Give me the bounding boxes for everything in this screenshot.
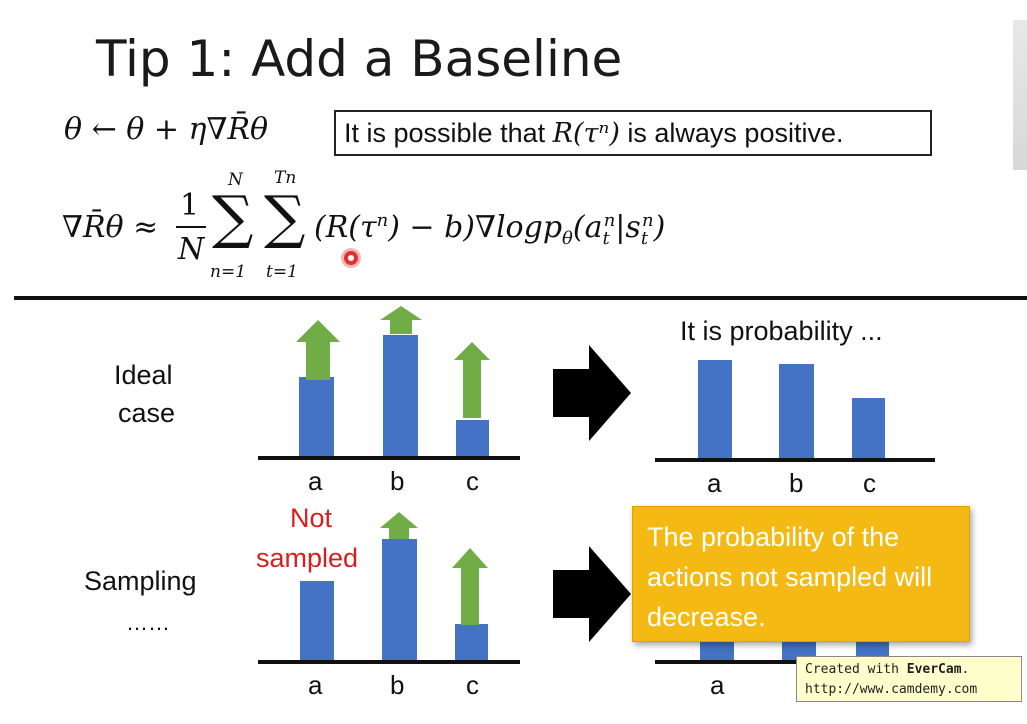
note-suffix: is always positive.	[619, 118, 844, 148]
up-arrow-icon	[380, 512, 418, 539]
note-box: It is possible that R(τⁿ) is always posi…	[334, 110, 932, 156]
not-sampled-line1: Not	[290, 503, 333, 533]
sampling-result-tick-a: a	[710, 670, 725, 700]
ideal-axis	[258, 456, 520, 460]
ideal-bar-a	[299, 377, 334, 457]
ideal-bar-c	[456, 420, 489, 457]
frac-denominator: N	[178, 232, 205, 267]
sampling-tick-b: b	[390, 670, 405, 700]
ideal-label-line2: case	[118, 398, 176, 428]
ideal-tick-b: b	[390, 466, 405, 496]
sampling-up-arrows	[380, 512, 488, 625]
sum1-top: N	[228, 170, 243, 190]
not-sampled-line2: sampled	[256, 543, 359, 573]
result-bar-a	[698, 360, 732, 458]
ideal-label-line1: Ideal	[114, 360, 173, 390]
sum2-bottom: t=1	[266, 262, 298, 282]
ideal-up-arrows	[296, 306, 490, 418]
sum2-symbol: ∑	[264, 183, 306, 251]
sampling-bar-b	[382, 539, 417, 661]
sampling-axis	[258, 660, 520, 664]
note-math: R(τⁿ)	[552, 118, 620, 149]
result-tick-a: a	[707, 468, 722, 498]
watermark-line1: Created with EverCam.	[805, 662, 970, 677]
update-rule-equation: θ ← θ + η∇R̄θ	[64, 112, 269, 147]
sum1-bottom: n=1	[210, 262, 247, 282]
right-arrow-icon	[553, 345, 631, 441]
sampling-label-line1: Sampling	[84, 566, 197, 596]
section-divider	[14, 296, 1027, 300]
result-tick-c: c	[863, 468, 876, 498]
sampling-bar-a	[300, 581, 334, 661]
watermark-line2: http://www.camdemy.com	[805, 682, 978, 697]
result-bar-c	[852, 398, 885, 458]
sum1-symbol: ∑	[212, 183, 254, 251]
result-bar-b	[779, 364, 814, 458]
slide-title: Tip 1: Add a Baseline	[96, 30, 623, 88]
sum2-top: Tn	[274, 168, 297, 188]
right-arrow-icon	[553, 546, 631, 642]
result-caption: It is probability ...	[680, 316, 883, 346]
gradient-lhs: ∇R̄θ ≈	[62, 210, 159, 245]
side-toolbar-edge[interactable]	[1013, 20, 1027, 170]
result-axis	[655, 458, 935, 462]
cursor-marker-icon	[344, 251, 358, 265]
gradient-rhs: (R(τn) − b)∇logpθ(atn|stn)	[314, 210, 666, 249]
up-arrow-icon	[452, 548, 488, 625]
frac-numerator: 1	[180, 188, 200, 223]
up-arrow-icon	[454, 342, 490, 418]
up-arrow-icon	[380, 306, 422, 334]
watermark: Created with EverCam. http://www.camdemy…	[796, 656, 1022, 702]
sampling-result-axis	[655, 660, 815, 664]
sampling-label-line2: ……	[126, 610, 170, 635]
note-prefix: It is possible that	[344, 118, 553, 148]
ideal-tick-a: a	[308, 466, 323, 496]
result-tick-b: b	[789, 468, 804, 498]
frac-bar	[176, 226, 206, 228]
sampling-tick-c: c	[466, 670, 479, 700]
callout-popup: The probability of the actions not sampl…	[632, 506, 970, 642]
up-arrow-icon	[296, 320, 340, 380]
sampling-bar-c	[455, 624, 488, 661]
sampling-tick-a: a	[308, 670, 323, 700]
ideal-tick-c: c	[466, 466, 479, 496]
ideal-bar-b	[383, 335, 418, 457]
